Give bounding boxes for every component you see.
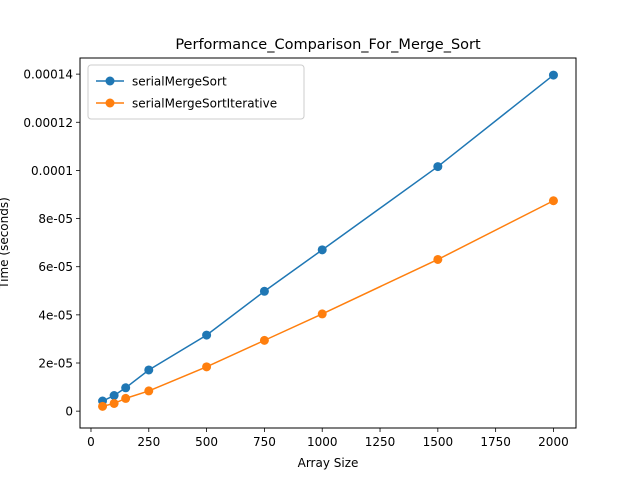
data-point-serialMergeSortIterative-1500 bbox=[433, 254, 443, 264]
data-point-serialMergeSortIterative-2000 bbox=[548, 196, 558, 206]
data-point-serialMergeSortIterative-100 bbox=[109, 398, 119, 408]
data-point-serialMergeSort-500 bbox=[202, 330, 212, 340]
y-axis-ticks: 0 2e-05 4e-05 6e-05 8e-05 0.0001 0.00012 0.0001… bbox=[23, 68, 80, 419]
x-tick-label: 1000 bbox=[307, 435, 338, 449]
plot-area bbox=[98, 70, 558, 411]
data-point-serialMergeSort-2000 bbox=[548, 70, 558, 80]
data-point-serialMergeSortIterative-1000 bbox=[317, 309, 327, 319]
x-tick-label: 0 bbox=[87, 435, 95, 449]
legend-box bbox=[87, 64, 305, 120]
y-tick-label: 0.00014 bbox=[23, 68, 73, 82]
y-tick-label: 4e-05 bbox=[38, 308, 73, 322]
y-tick-label: 0 bbox=[65, 405, 73, 419]
data-point-serialMergeSort-250 bbox=[144, 365, 154, 375]
series-serialMergeSortIterative bbox=[98, 196, 558, 411]
legend-label: serialMergeSort bbox=[132, 75, 227, 89]
legend-entry-serialMergeSortIterative: serialMergeSortIterative bbox=[96, 97, 277, 111]
data-point-serialMergeSort-750 bbox=[259, 286, 269, 296]
x-tick-label: 1750 bbox=[480, 435, 511, 449]
legend-label: serialMergeSortIterative bbox=[132, 97, 277, 111]
chart-title: Performance_Comparison_For_Merge_Sort bbox=[175, 37, 481, 53]
x-tick-label: 1500 bbox=[423, 435, 454, 449]
y-tick-label: 8e-05 bbox=[38, 212, 73, 226]
data-point-serialMergeSort-150 bbox=[121, 383, 131, 393]
data-point-serialMergeSortIterative-50 bbox=[98, 401, 108, 411]
x-tick-label: 250 bbox=[137, 435, 160, 449]
x-tick-label: 2000 bbox=[538, 435, 569, 449]
data-point-serialMergeSortIterative-150 bbox=[121, 393, 131, 403]
x-axis-title: Array Size bbox=[298, 456, 359, 470]
x-tick-label: 1250 bbox=[365, 435, 396, 449]
y-axis-title: Time (seconds) bbox=[0, 197, 11, 290]
data-point-serialMergeSortIterative-250 bbox=[144, 386, 154, 396]
x-axis-ticks: 0 250 500 750 1000 1250 1500 1750 2000 bbox=[87, 428, 569, 449]
y-tick-label: 2e-05 bbox=[38, 357, 73, 371]
data-point-serialMergeSort-1000 bbox=[317, 245, 327, 255]
x-tick-label: 500 bbox=[195, 435, 218, 449]
legend-entry-serialMergeSort: serialMergeSort bbox=[96, 75, 227, 89]
chart-legend: serialMergeSort serialMergeSortIterative bbox=[87, 64, 305, 120]
y-tick-label: 0.0001 bbox=[31, 164, 73, 178]
data-point-serialMergeSortIterative-500 bbox=[202, 362, 212, 372]
legend-marker bbox=[105, 76, 115, 86]
data-point-serialMergeSortIterative-750 bbox=[259, 335, 269, 345]
y-tick-label: 6e-05 bbox=[38, 260, 73, 274]
data-point-serialMergeSort-1500 bbox=[433, 162, 443, 172]
axes-frame bbox=[79, 57, 577, 429]
y-tick-label: 0.00012 bbox=[23, 116, 73, 130]
data-point-serialMergeSort-100 bbox=[109, 391, 119, 400]
legend-marker bbox=[105, 98, 115, 108]
x-tick-label: 750 bbox=[253, 435, 276, 449]
